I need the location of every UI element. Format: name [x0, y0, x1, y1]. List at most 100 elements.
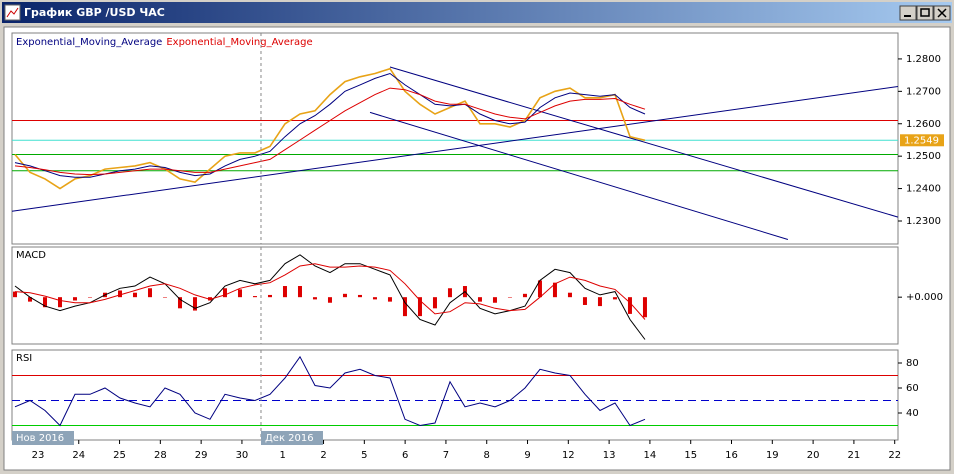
y-tick-label: +0.000 — [906, 292, 943, 303]
price-pane — [11, 32, 899, 245]
period-marker: Дек 2016 — [265, 433, 314, 444]
title-bar — [2, 2, 952, 23]
minimize-button[interactable] — [899, 5, 917, 21]
series-line — [14, 263, 646, 320]
histogram-bar — [297, 286, 302, 298]
x-tick-label: 20 — [807, 450, 820, 461]
period-marker-box — [12, 431, 74, 445]
x-tick-label: 2 — [320, 450, 326, 461]
histogram-bar — [447, 288, 452, 298]
histogram-bar — [327, 297, 332, 303]
x-tick-label: 22 — [888, 450, 901, 461]
histogram-bar — [162, 297, 167, 298]
x-tick-label: 25 — [113, 450, 126, 461]
x-tick-label: 15 — [684, 450, 697, 461]
histogram-bar — [537, 280, 542, 298]
histogram-bar — [612, 297, 617, 300]
series-line — [14, 254, 646, 340]
histogram-bar — [282, 286, 287, 298]
x-tick-label: 12 — [562, 450, 575, 461]
chart-area — [3, 26, 951, 471]
histogram-bar — [132, 292, 137, 298]
y-tick-label: 1.2400 — [906, 184, 941, 195]
histogram-bar — [222, 288, 227, 298]
histogram-bar — [87, 297, 92, 298]
macd-pane — [11, 246, 899, 345]
x-tick-label: 30 — [236, 450, 249, 461]
price-label: 1.2549 — [904, 135, 939, 146]
y-tick-label: 1.2800 — [906, 54, 941, 65]
y-tick-label: 60 — [906, 383, 919, 394]
y-tick-label: 1.2600 — [906, 119, 941, 130]
window-icon-glyph — [6, 7, 19, 18]
x-tick-label: 7 — [443, 450, 449, 461]
maximize-button[interactable] — [916, 5, 934, 21]
x-tick-label: 16 — [725, 450, 738, 461]
x-tick-label: 14 — [644, 450, 657, 461]
y-tick-label: 1.2500 — [906, 151, 941, 162]
x-tick-label: 9 — [524, 450, 530, 461]
histogram-bar — [522, 293, 527, 298]
x-tick-label: 6 — [402, 450, 408, 461]
trend-line — [369, 111, 789, 240]
histogram-bar — [402, 297, 407, 317]
x-tick-label: 13 — [603, 450, 616, 461]
trend-line — [389, 66, 899, 218]
series-line — [14, 87, 646, 176]
rsi-pane — [11, 349, 899, 441]
histogram-bar — [177, 297, 182, 309]
series-line — [14, 67, 646, 190]
x-tick-label: 19 — [766, 450, 779, 461]
y-tick-label: 80 — [906, 358, 919, 369]
window-title: График GBP /USD ЧАС — [24, 6, 165, 19]
pane-title: RSI — [16, 353, 32, 364]
legend-entry: Exponential_Moving_Average — [166, 37, 312, 48]
period-marker: Нов 2016 — [16, 433, 64, 444]
histogram-bar — [192, 297, 197, 311]
series-line — [14, 355, 646, 427]
histogram-bar — [312, 297, 317, 300]
histogram-bar — [57, 297, 62, 308]
histogram-bar — [252, 296, 257, 298]
y-tick-label: 1.2300 — [906, 216, 941, 227]
legend-entry: Exponential_Moving_Average — [16, 37, 162, 48]
x-tick-label: 5 — [361, 450, 367, 461]
histogram-bar — [597, 297, 602, 307]
period-marker-box — [260, 431, 323, 445]
histogram-bar — [147, 288, 152, 298]
histogram-bar — [642, 297, 647, 318]
histogram-bar — [582, 297, 587, 305]
histogram-bar — [357, 294, 362, 298]
histogram-bar — [507, 297, 512, 298]
histogram-bar — [267, 294, 272, 298]
x-tick-label: 23 — [32, 450, 45, 461]
histogram-bar — [342, 293, 347, 298]
histogram-bar — [552, 282, 557, 298]
pane-title: MACD — [16, 250, 46, 261]
x-tick-label: 29 — [195, 450, 208, 461]
histogram-bar — [117, 290, 122, 298]
x-tick-label: 28 — [154, 450, 167, 461]
histogram-bar — [627, 297, 632, 314]
histogram-bar — [492, 297, 497, 303]
close-glyph — [937, 8, 947, 18]
histogram-bar — [477, 297, 482, 302]
histogram-bar — [42, 297, 47, 308]
histogram-bar — [372, 297, 377, 300]
window-buttons[interactable] — [899, 5, 951, 21]
x-tick-label: 8 — [484, 450, 490, 461]
trend-line — [11, 85, 899, 212]
histogram-bar — [237, 289, 242, 298]
histogram-bar — [207, 297, 212, 301]
histogram-bar — [72, 297, 77, 301]
histogram-bar — [567, 292, 572, 298]
histogram-bar — [387, 297, 392, 302]
histogram-bar — [12, 291, 17, 298]
price-label-box — [900, 134, 944, 147]
maximize-glyph — [920, 8, 930, 17]
y-tick-label: 40 — [906, 408, 919, 419]
series-line — [14, 72, 646, 178]
histogram-bar — [27, 297, 32, 302]
histogram-bar — [417, 297, 422, 317]
